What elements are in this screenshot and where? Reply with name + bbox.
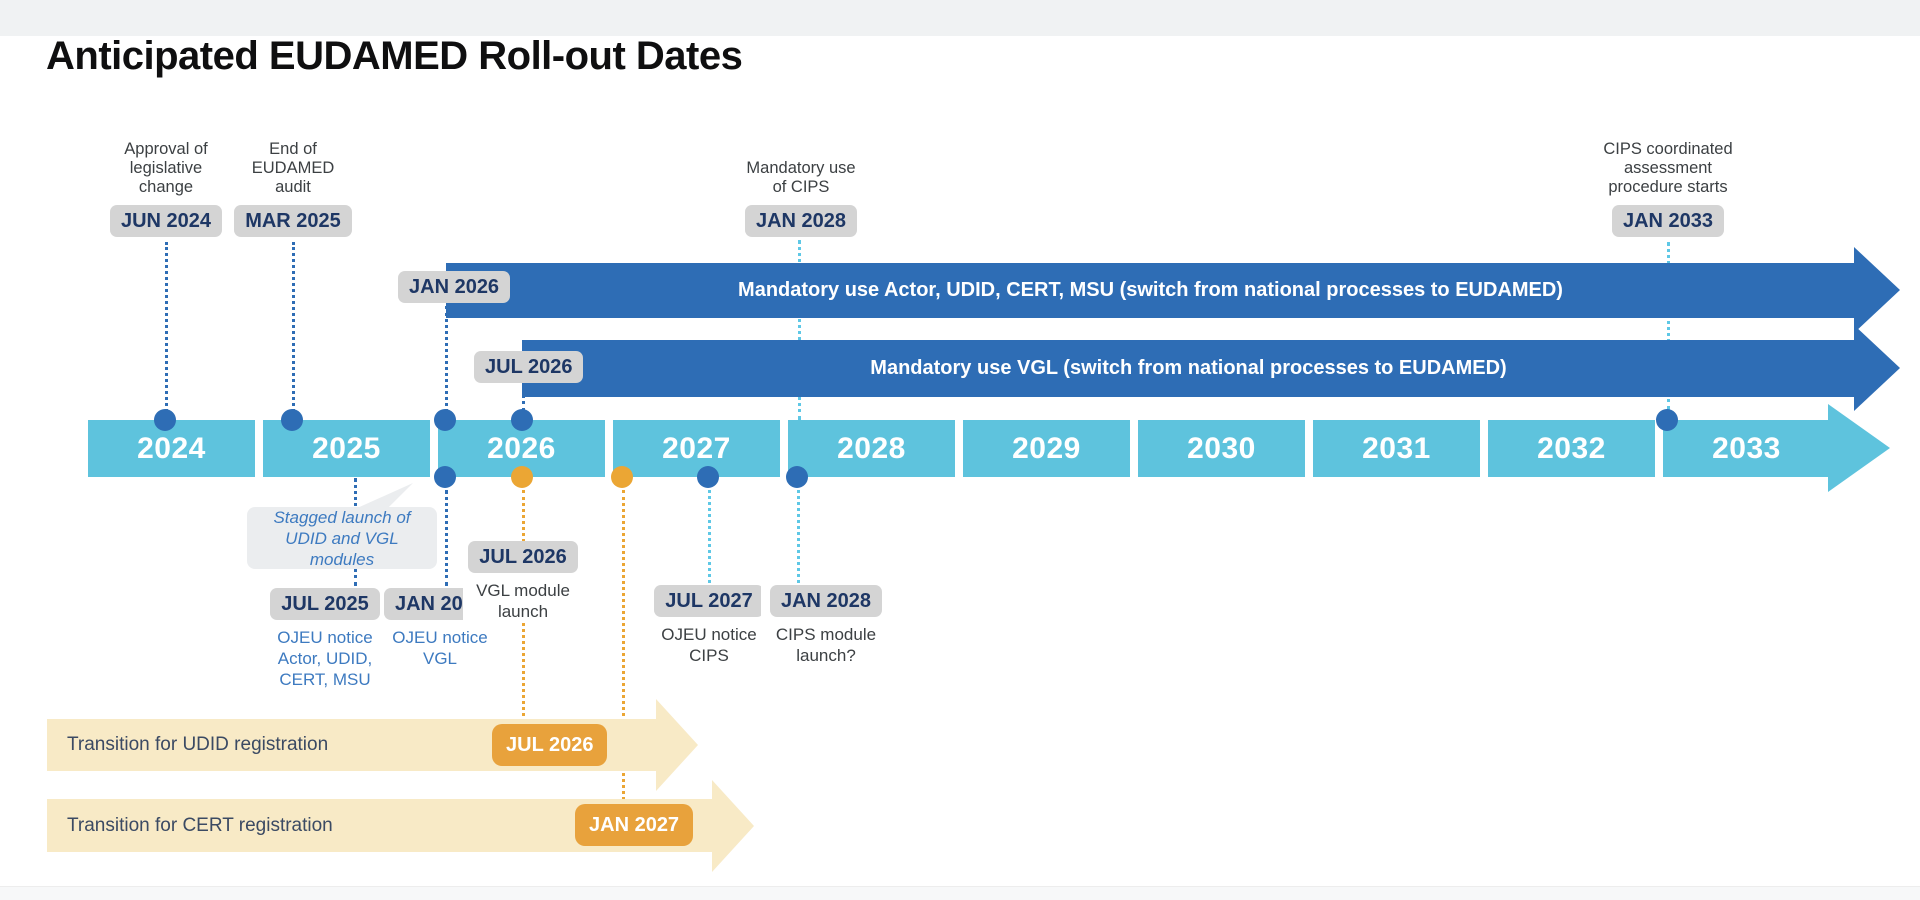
timeline-dot-jan-2033 bbox=[1656, 409, 1678, 431]
transition-label: Transition for UDID registration bbox=[67, 734, 329, 755]
year-label: 2027 bbox=[662, 431, 731, 465]
milestone-label: CIPS coordinated assessment procedure st… bbox=[1603, 140, 1733, 196]
timeline-segment-2027: 2027 bbox=[613, 420, 780, 477]
year-label: 2028 bbox=[837, 431, 906, 465]
dotted-connector-mar-2025 bbox=[292, 242, 295, 412]
dotted-connector-jan-2027-bottom bbox=[622, 490, 625, 800]
milestone-label: Mandatory use of CIPS bbox=[746, 159, 856, 196]
callout-pointer bbox=[355, 483, 413, 509]
page-title: Anticipated EUDAMED Roll-out Dates bbox=[46, 34, 743, 78]
transition-arrow-head bbox=[656, 699, 698, 791]
milestone-note: VGL module launch bbox=[476, 581, 570, 621]
transition-arrow-head bbox=[712, 780, 754, 872]
milestone-jul-2025-ojeu: JUL 2025 OJEU notice Actor, UDID, CERT, … bbox=[260, 588, 390, 690]
timeline-segment-2025: 2025 bbox=[263, 420, 430, 477]
dotted-connector-jul-2026-top bbox=[522, 388, 525, 412]
milestone-label: Approval of legislative change bbox=[124, 140, 208, 196]
dotted-connector-jan-2028-cips bbox=[798, 240, 801, 420]
transition-date-badge-jul-2026: JUL 2026 bbox=[492, 724, 608, 766]
timeline-segment-2030: 2030 bbox=[1138, 420, 1305, 477]
milestone-end-eudamed-audit: End of EUDAMED audit MAR 2025 bbox=[234, 130, 352, 237]
transition-label: Transition for CERT registration bbox=[67, 814, 333, 836]
year-label: 2030 bbox=[1187, 431, 1256, 465]
milestone-date-badge: JUL 2027 bbox=[654, 585, 764, 617]
callout-text: Stagged launch of UDID and VGL modules bbox=[273, 507, 411, 569]
year-label: 2024 bbox=[137, 431, 206, 465]
milestone-cips-coordinated-assessment: CIPS coordinated assessment procedure st… bbox=[1588, 130, 1748, 237]
dotted-connector-jan-2026-bottom bbox=[445, 490, 448, 586]
milestone-note: OJEU notice Actor, UDID, CERT, MSU bbox=[277, 628, 373, 689]
timeline-segment-2031: 2031 bbox=[1313, 420, 1480, 477]
year-label: 2031 bbox=[1362, 431, 1431, 465]
milestone-note: OJEU notice CIPS bbox=[661, 625, 757, 665]
timeline-segment-2028: 2028 bbox=[788, 420, 955, 477]
year-label: 2026 bbox=[487, 431, 556, 465]
dotted-connector-jun-2024 bbox=[165, 242, 168, 412]
phase-arrow-vgl: Mandatory use VGL (switch from national … bbox=[522, 340, 1855, 397]
timeline-dot-jun-2024 bbox=[154, 409, 176, 431]
timeline-segment-2029: 2029 bbox=[963, 420, 1130, 477]
milestone-date-badge: JAN 2028 bbox=[769, 585, 883, 617]
dotted-connector-jan-2033 bbox=[1667, 242, 1670, 410]
transition-date-badge-jan-2027: JAN 2027 bbox=[575, 804, 694, 846]
timeline-dot-mar-2025 bbox=[281, 409, 303, 431]
phase-arrow-label: Mandatory use VGL (switch from national … bbox=[870, 357, 1507, 379]
phase-start-badge-jan-2026: JAN 2026 bbox=[398, 271, 511, 303]
milestone-note: CIPS module launch? bbox=[775, 625, 877, 665]
phase-start-badge-jul-2026: JUL 2026 bbox=[474, 351, 584, 383]
timeline-dot-jan-2028-bottom bbox=[786, 466, 808, 488]
milestone-date-badge: JUN 2024 bbox=[109, 205, 223, 237]
year-label: 2029 bbox=[1012, 431, 1081, 465]
milestone-jul-2026-vgl-launch: JUL 2026 VGL module launch bbox=[463, 541, 583, 622]
milestone-date-badge: MAR 2025 bbox=[234, 205, 352, 237]
bottom-window-strip bbox=[0, 886, 1920, 900]
timeline-segment-2033: 2033 bbox=[1663, 420, 1830, 477]
dotted-connector-jan-2028-bottom bbox=[797, 490, 800, 583]
milestone-approval-legislative-change: Approval of legislative change JUN 2024 bbox=[109, 130, 223, 237]
dotted-connector-jul-2027-bottom bbox=[708, 490, 711, 583]
milestone-date-badge: JAN 2028 bbox=[744, 205, 858, 237]
phase-arrow-actor-udid-cert-msu: Mandatory use Actor, UDID, CERT, MSU (sw… bbox=[446, 263, 1855, 318]
milestone-date-badge: JUL 2025 bbox=[270, 588, 380, 620]
milestone-note: OJEU notice VGL bbox=[392, 628, 488, 668]
milestone-mandatory-use-cips: Mandatory use of CIPS JAN 2028 bbox=[741, 130, 861, 237]
milestone-date-badge: JUL 2026 bbox=[468, 541, 578, 573]
milestone-jan-2026-ojeu-vgl: JAN 2026 OJEU notice VGL bbox=[380, 588, 500, 669]
timeline-dot-jul-2026-top bbox=[511, 409, 533, 431]
top-window-strip bbox=[0, 0, 1920, 36]
year-label: 2025 bbox=[312, 431, 381, 465]
timeline-dot-jan-2026-top bbox=[434, 409, 456, 431]
phase-arrow-head bbox=[1854, 247, 1900, 333]
phase-arrow-label: Mandatory use Actor, UDID, CERT, MSU (sw… bbox=[738, 279, 1563, 301]
dotted-connector-jan-2026-top bbox=[445, 306, 448, 412]
milestone-jan-2028-cips-launch: JAN 2028 CIPS module launch? bbox=[761, 585, 891, 666]
timeline-segment-2024: 2024 bbox=[88, 420, 255, 477]
milestone-date-badge: JAN 2033 bbox=[1611, 205, 1725, 237]
timeline-dot-jan-2026-bottom bbox=[434, 466, 456, 488]
timeline-dot-jan-2027-bottom bbox=[611, 466, 633, 488]
timeline-arrow-head bbox=[1828, 404, 1890, 492]
phase-arrow-head bbox=[1854, 325, 1900, 411]
year-label: 2033 bbox=[1712, 431, 1781, 465]
timeline-dot-jul-2026-bottom bbox=[511, 466, 533, 488]
callout-staged-launch: Stagged launch of UDID and VGL modules bbox=[247, 507, 437, 569]
milestone-jul-2027-ojeu-cips: JUL 2027 OJEU notice CIPS bbox=[649, 585, 769, 666]
milestone-label: End of EUDAMED audit bbox=[251, 140, 335, 196]
timeline-segment-2032: 2032 bbox=[1488, 420, 1655, 477]
timeline-dot-jul-2027-bottom bbox=[697, 466, 719, 488]
year-label: 2032 bbox=[1537, 431, 1606, 465]
milestone-date-badge: JAN 2026 bbox=[383, 588, 497, 620]
